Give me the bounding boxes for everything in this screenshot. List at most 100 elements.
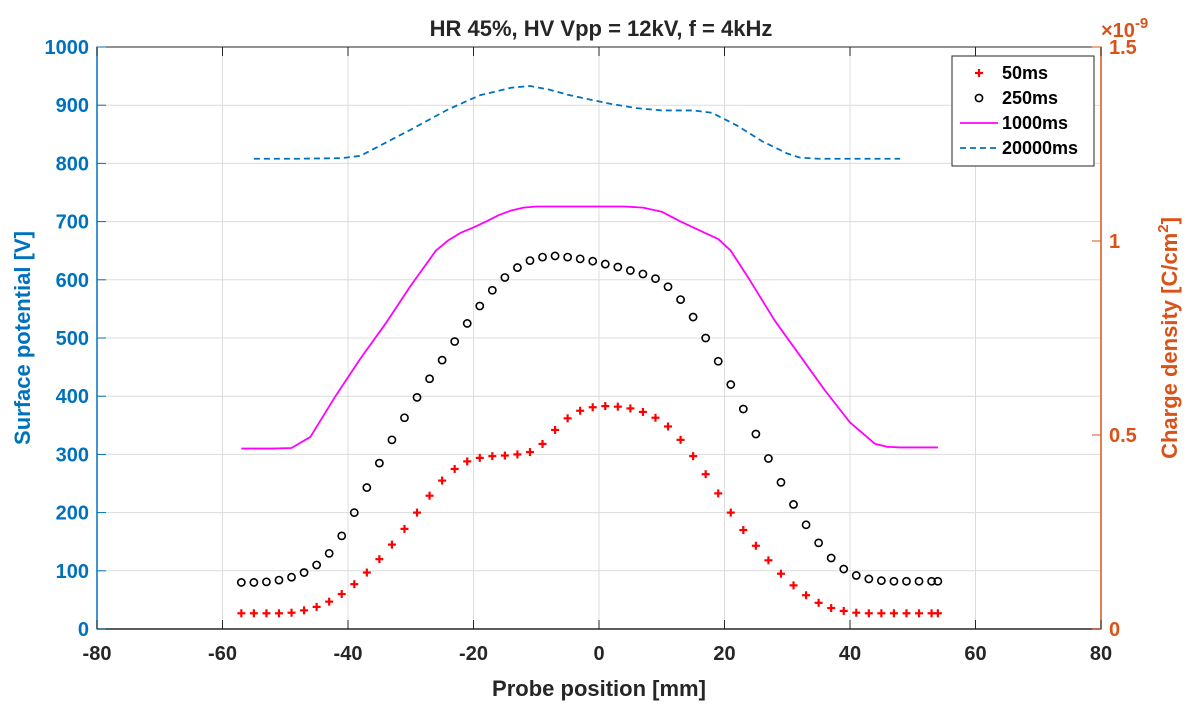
data-point-250ms	[588, 256, 598, 266]
y-axis-label-right-superscript: 2	[1155, 224, 1172, 232]
y-tick-label-left: 700	[56, 212, 89, 234]
data-point-50ms	[387, 540, 396, 549]
data-point-50ms	[776, 569, 785, 578]
data-point-250ms	[826, 553, 836, 563]
data-point-50ms	[933, 609, 942, 618]
x-tick-label: -60	[208, 643, 237, 665]
legend-label: 20000ms	[1002, 138, 1078, 158]
y-axis-label-right-end: ]	[1157, 217, 1182, 224]
legend-label: 250ms	[1002, 88, 1058, 108]
data-point-250ms	[651, 274, 660, 284]
data-point-50ms	[563, 414, 572, 423]
y-tick-label-right: 0.5	[1109, 425, 1137, 447]
data-point-250ms	[437, 355, 447, 365]
data-point-250ms	[462, 319, 472, 328]
y-tick-label-left: 600	[56, 270, 89, 292]
y-tick-label-right: 1	[1109, 231, 1120, 253]
grid-layer	[97, 47, 1101, 629]
y-axis-label-right: Charge density [C/cm2]	[1155, 217, 1182, 459]
data-point-250ms	[400, 413, 409, 423]
data-point-50ms	[274, 609, 283, 618]
data-point-50ms	[864, 609, 873, 618]
y-tick-label-left: 500	[56, 328, 89, 350]
data-point-50ms	[676, 435, 685, 444]
data-point-250ms	[312, 560, 322, 570]
data-point-250ms	[876, 576, 886, 586]
data-point-50ms	[500, 451, 509, 460]
data-point-50ms	[513, 450, 522, 459]
data-point-50ms	[626, 404, 635, 413]
y-axis-label-left: Surface potential [V]	[10, 231, 35, 445]
data-point-250ms	[814, 538, 824, 548]
right-axis-exponent: ×10-9	[1101, 15, 1148, 42]
x-tick-label: 40	[839, 643, 861, 665]
legend-swatch	[974, 93, 984, 103]
data-point-50ms	[413, 508, 422, 517]
data-point-250ms	[927, 576, 936, 586]
legend: 50ms 250ms 1000ms 20000ms	[951, 55, 1095, 167]
data-point-50ms	[525, 448, 534, 457]
data-point-50ms	[588, 403, 597, 412]
y-tick-label-left: 900	[56, 95, 89, 117]
series-250ms	[236, 251, 943, 587]
data-point-250ms	[450, 337, 460, 346]
data-point-250ms	[362, 483, 372, 492]
y-tick-label-left: 300	[56, 444, 89, 466]
y-tick-label-left: 200	[56, 503, 89, 525]
data-point-250ms	[563, 252, 573, 262]
data-point-50ms	[739, 526, 748, 535]
series-line-20000ms	[253, 85, 901, 160]
y-tick-label-left: 400	[56, 386, 89, 408]
x-tick-label: -80	[83, 643, 112, 665]
data-point-50ms	[802, 591, 811, 600]
data-point-250ms	[914, 576, 924, 586]
series-20000ms	[253, 85, 901, 160]
data-point-50ms	[764, 556, 773, 565]
data-point-50ms	[425, 491, 434, 500]
x-tick-label: 0	[593, 643, 604, 665]
data-point-250ms	[776, 477, 786, 487]
data-point-250ms	[663, 282, 673, 292]
right-axis-exponent-base: ×10	[1101, 20, 1135, 42]
data-point-50ms	[249, 609, 258, 618]
data-point-250ms	[864, 574, 874, 584]
y-tick-label-left: 800	[56, 153, 89, 175]
data-point-250ms	[933, 576, 943, 586]
data-point-250ms	[299, 568, 309, 577]
data-point-250ms	[751, 429, 761, 439]
data-point-50ms	[375, 555, 384, 564]
y-tick-label-left: 0	[78, 619, 89, 641]
data-point-250ms	[475, 301, 485, 311]
data-point-250ms	[249, 578, 259, 587]
series-1000ms	[241, 205, 938, 450]
data-point-250ms	[839, 564, 849, 574]
data-point-50ms	[814, 598, 823, 607]
y-tick-label-right: 0	[1109, 619, 1120, 641]
data-point-50ms	[689, 452, 698, 461]
data-point-50ms	[300, 606, 309, 615]
x-axis-label: Probe position [mm]	[492, 676, 706, 701]
data-point-250ms	[287, 572, 296, 582]
data-point-50ms	[400, 524, 409, 533]
data-point-50ms	[839, 606, 848, 615]
data-point-250ms	[349, 508, 359, 517]
data-point-50ms	[651, 413, 660, 422]
data-point-50ms	[337, 590, 346, 599]
data-point-250ms	[600, 259, 610, 269]
data-point-50ms	[902, 609, 911, 618]
x-tick-label: -40	[334, 643, 363, 665]
x-tick-label: -20	[459, 643, 488, 665]
data-point-50ms	[852, 608, 861, 617]
data-point-50ms	[350, 580, 359, 589]
data-point-250ms	[236, 578, 246, 587]
axis-layer: -80 -60 -40 -20 0 20 40 60 800100200300400500600…	[45, 37, 1137, 665]
data-point-250ms	[801, 520, 811, 530]
data-point-250ms	[513, 263, 522, 272]
y-tick-label-left: 100	[56, 561, 89, 583]
y-tick-label-left: 1000	[45, 37, 90, 59]
data-point-50ms	[726, 508, 735, 517]
data-point-50ms	[438, 476, 447, 485]
data-point-250ms	[638, 269, 648, 279]
legend-entry-50ms: 50ms	[975, 63, 1048, 83]
data-point-250ms	[789, 500, 798, 509]
